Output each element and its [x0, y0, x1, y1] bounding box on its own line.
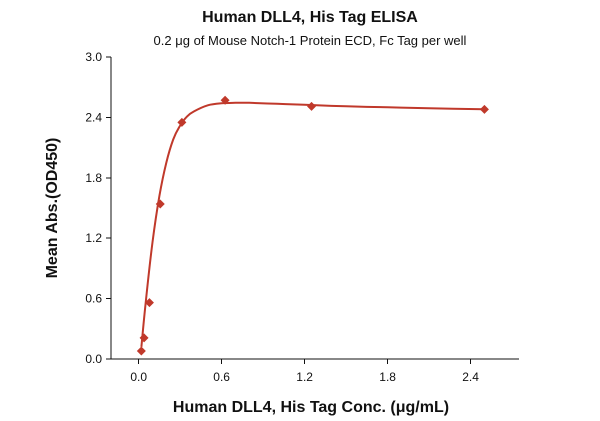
y-axis-label: Mean Abs.(OD450) [44, 138, 61, 279]
data-point-marker [220, 95, 230, 105]
y-tick-label: 3.0 [85, 50, 102, 64]
chart-title: Human DLL4, His Tag ELISA [202, 9, 418, 26]
y-tick-label: 0.0 [85, 352, 102, 366]
data-point-marker [177, 117, 187, 127]
y-tick-label: 2.4 [85, 110, 102, 124]
x-tick-label: 0.0 [130, 370, 147, 384]
y-tick-label: 1.8 [85, 171, 102, 185]
x-tick-label: 0.6 [213, 370, 230, 384]
data-point-marker [144, 298, 154, 308]
y-tick-label: 0.6 [85, 292, 102, 306]
data-point-marker [307, 101, 317, 111]
data-point-marker [139, 333, 149, 343]
x-axis-label: Human DLL4, His Tag Conc. (μg/mL) [173, 399, 449, 416]
x-axis-ticks: 0.0 0.6 1.2 1.8 2.4 [130, 359, 479, 384]
y-tick-label: 1.2 [85, 231, 102, 245]
data-point-marker [479, 104, 489, 114]
y-axis-ticks: 0.0 0.6 1.2 1.8 2.4 3.0 [85, 50, 111, 366]
fitted-curve [140, 101, 485, 347]
x-tick-label: 1.8 [379, 370, 396, 384]
data-point-marker [136, 346, 146, 356]
chart-subtitle: 0.2 μg of Mouse Notch-1 Protein ECD, Fc … [154, 33, 467, 48]
x-tick-label: 2.4 [462, 370, 479, 384]
x-tick-label: 1.2 [296, 370, 313, 384]
data-points [136, 95, 489, 356]
data-point-marker [155, 199, 165, 209]
